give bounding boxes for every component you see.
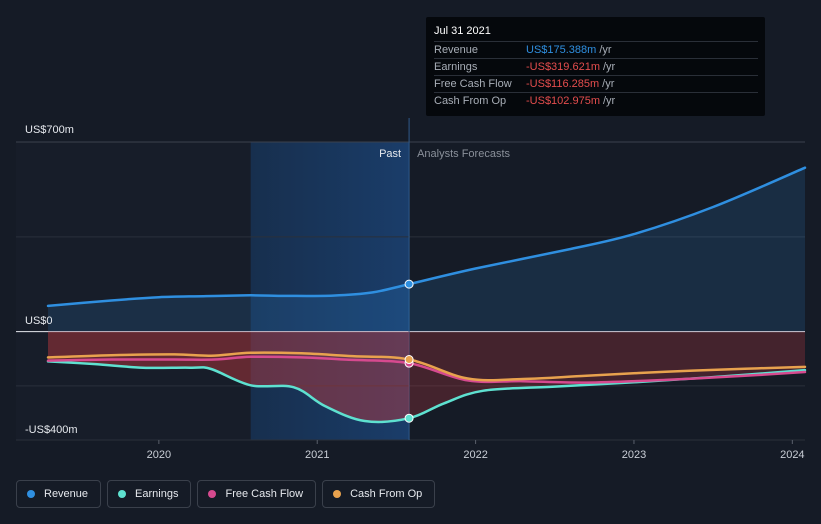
legend-label: Revenue xyxy=(44,488,89,500)
tooltip-label: Cash From Op xyxy=(434,95,507,107)
chart-gridlines xyxy=(16,118,805,444)
forecast-label: Analysts Forecasts xyxy=(417,148,510,160)
legend-label: Earnings xyxy=(135,488,179,500)
legend-item-earnings[interactable]: Earnings xyxy=(107,480,192,508)
legend-dot-icon xyxy=(27,490,35,498)
revenue-line xyxy=(46,166,807,308)
legend-dot-icon xyxy=(118,490,127,498)
cash-from-op-line xyxy=(46,351,807,382)
x-tick-label: 2024 xyxy=(780,449,804,461)
tooltip-row-cash-from-op: Cash From Op -US$102.975m /yr xyxy=(434,92,758,109)
tooltip-row-earnings: Earnings -US$319.621m /yr xyxy=(434,58,758,75)
tooltip-row-revenue: Revenue US$175.388m /yr xyxy=(434,41,758,58)
x-tick-label: 2022 xyxy=(463,449,487,461)
past-label: Past xyxy=(379,148,401,160)
chart-legend: Revenue Earnings Free Cash Flow Cash Fro… xyxy=(16,480,436,508)
tooltip-unit: /yr xyxy=(603,61,616,73)
chart-labels: US$700m US$0 -US$400m 2020 2021 2022 2023 2024 P… xyxy=(25,124,805,461)
chart-markers xyxy=(404,279,414,423)
legend-dot-icon xyxy=(333,490,342,498)
tooltip-value: -US$116.285m xyxy=(526,78,600,90)
tooltip-value: US$175.388m xyxy=(526,44,597,56)
tooltip-row-free-cash-flow: Free Cash Flow -US$116.285m /yr xyxy=(434,75,758,92)
legend-item-revenue[interactable]: Revenue xyxy=(16,480,102,508)
tooltip-unit: /yr xyxy=(603,95,616,107)
earnings-line xyxy=(46,360,807,424)
tooltip-value: -US$102.975m xyxy=(526,95,600,107)
tooltip-label: Free Cash Flow xyxy=(434,78,512,90)
x-tick-label: 2023 xyxy=(622,449,646,461)
tooltip-unit: /yr xyxy=(599,44,612,56)
x-tick-label: 2020 xyxy=(147,449,171,461)
x-tick-label: 2021 xyxy=(305,449,329,461)
tooltip-label: Revenue xyxy=(434,44,479,56)
free-cash-flow-line xyxy=(46,355,807,384)
legend-item-cash-from-op[interactable]: Cash From Op xyxy=(322,480,436,508)
y-tick-label: US$700m xyxy=(25,124,74,136)
tooltip-unit: /yr xyxy=(602,78,615,90)
hover-tooltip: Jul 31 2021 Revenue US$175.388m /yr Earn… xyxy=(426,17,765,116)
y-tick-label: -US$400m xyxy=(25,424,78,436)
tooltip-date: Jul 31 2021 xyxy=(434,25,491,37)
legend-label: Free Cash Flow xyxy=(225,488,304,500)
tooltip-label: Earnings xyxy=(434,61,478,73)
revenue-marker xyxy=(404,279,414,289)
legend-item-free-cash-flow[interactable]: Free Cash Flow xyxy=(197,480,317,508)
cash-from-op-marker xyxy=(404,355,414,365)
earnings-marker xyxy=(404,413,414,423)
legend-dot-icon xyxy=(208,490,217,498)
tooltip-value: -US$319.621m xyxy=(526,61,600,73)
legend-label: Cash From Op xyxy=(350,488,423,500)
y-tick-label: US$0 xyxy=(25,315,53,327)
chart-lines xyxy=(46,166,807,424)
revenue-area xyxy=(48,167,805,332)
